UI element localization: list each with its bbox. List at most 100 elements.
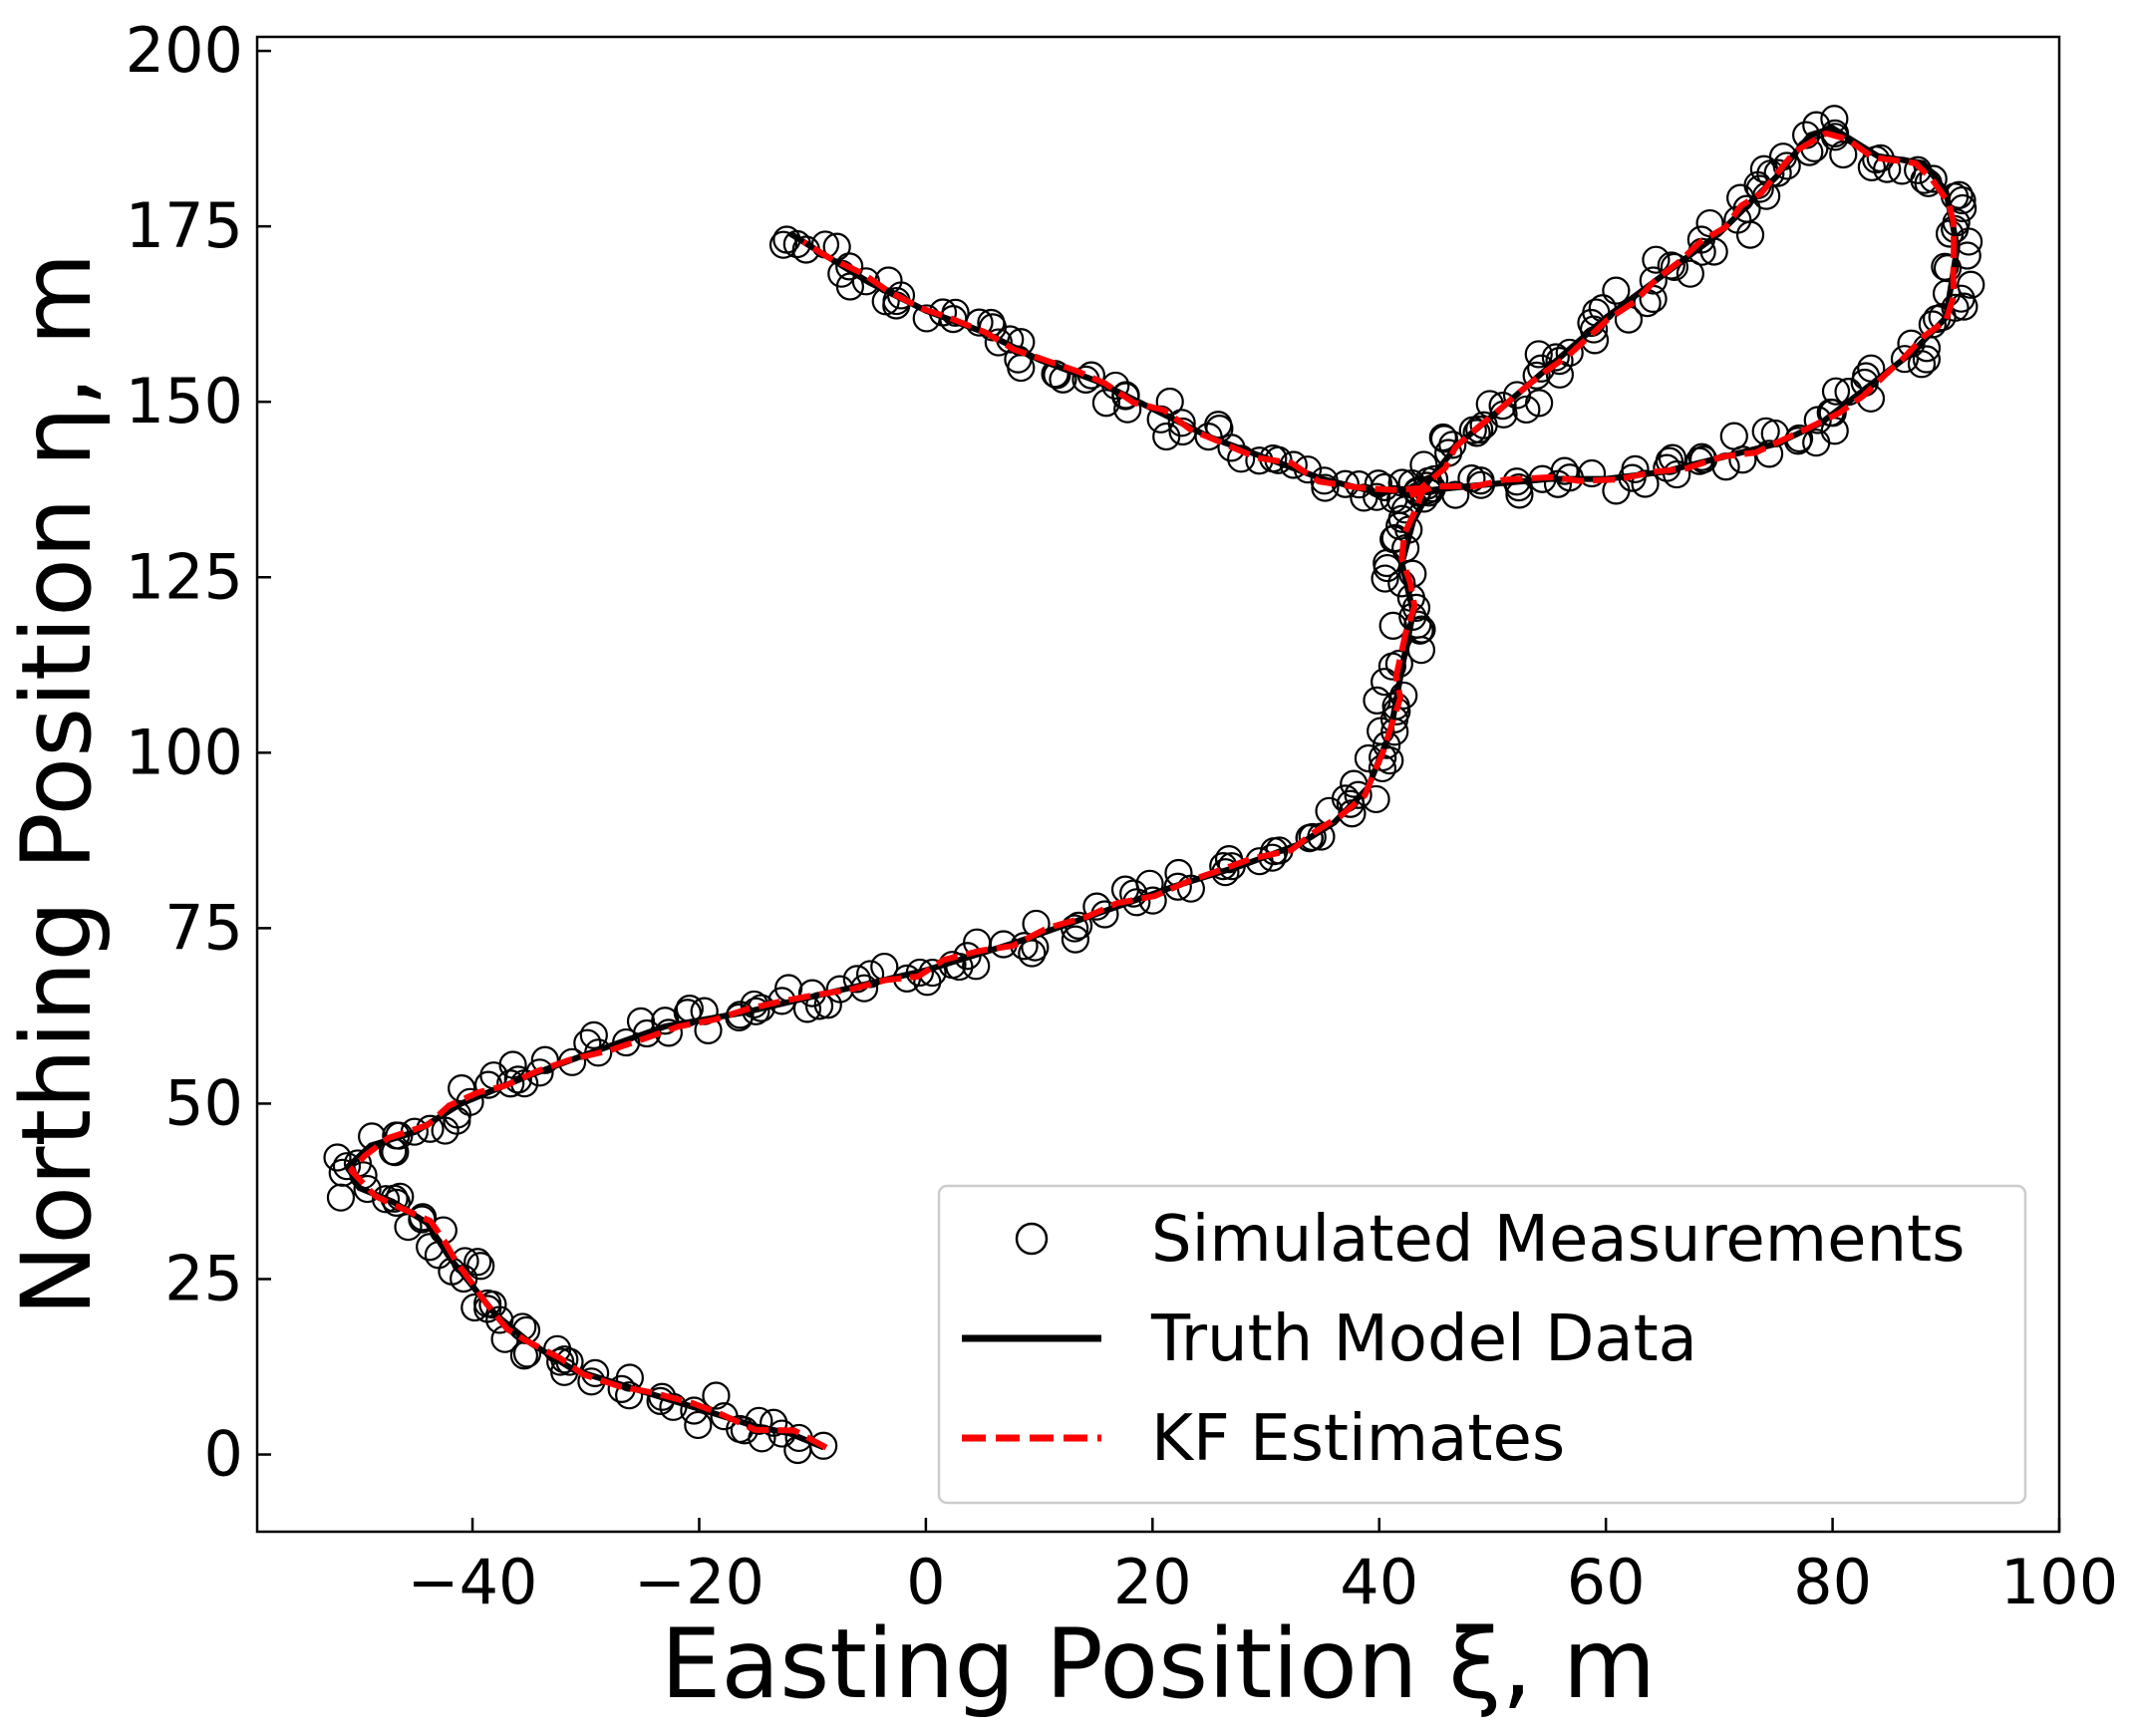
y-tick-label: 200 [126, 14, 243, 87]
measurement-point [371, 1185, 401, 1214]
measurement-point [1403, 610, 1432, 639]
measurement-point [1465, 415, 1494, 444]
x-tick-label: 100 [2000, 1546, 2118, 1618]
measurement-point [1912, 345, 1942, 374]
measurement-point [1676, 259, 1704, 288]
measurement-point [332, 1152, 362, 1181]
measurement-point [1772, 151, 1801, 180]
legend: Simulated Measurements Truth Model Data … [937, 1184, 2027, 1505]
y-tick-label: 125 [126, 540, 243, 613]
measurement-point [530, 1045, 559, 1074]
measurement-point [1829, 140, 1858, 169]
measurement-point [463, 1248, 492, 1277]
measurement-point [1931, 252, 1960, 281]
measurement-point [498, 1050, 527, 1079]
measurement-point [1818, 399, 1847, 428]
measurement-point [1918, 310, 1947, 339]
measurement-point [768, 230, 798, 259]
measurement-point [1941, 293, 1970, 322]
y-tick-label: 75 [164, 891, 243, 964]
measurement-point [1745, 174, 1774, 203]
measurement-point [1462, 419, 1491, 447]
measurement-point [1378, 611, 1407, 640]
measurement-point [1371, 564, 1399, 593]
measurement-point [1602, 276, 1631, 305]
chart-marks [323, 105, 1985, 1465]
measurement-point [615, 1381, 644, 1410]
measurement-point [1061, 925, 1090, 954]
legend-label-truth-model: Truth Model Data [1150, 1302, 1697, 1376]
measurement-point [1350, 483, 1378, 512]
measurement-point [1457, 464, 1486, 493]
measurement-point [473, 1289, 502, 1318]
axis-ticks: −40 −20 0 20 40 60 80 100 0 25 50 75 100 125 150 175 200 [126, 14, 2119, 1618]
measurement-point [1657, 251, 1685, 280]
measurement-point [710, 1402, 739, 1431]
measurement-point [1802, 111, 1831, 140]
x-axis-label: Easting Position ξ, m [661, 1608, 1656, 1720]
y-tick-label: 0 [204, 1418, 243, 1491]
x-tick-label: 0 [906, 1546, 945, 1618]
measurement-point [842, 965, 871, 994]
measurement-point [1890, 345, 1920, 374]
x-tick-label: 80 [1793, 1546, 1872, 1618]
measurement-point [1550, 456, 1579, 485]
measurement-point [1525, 389, 1554, 418]
measurement-point [1763, 158, 1792, 187]
measurement-point [702, 1381, 731, 1410]
legend-label-simulated-measurements: Simulated Measurements [1151, 1203, 1965, 1277]
y-axis-label: Northing Position η, m [1, 252, 113, 1315]
measurement-point [1631, 469, 1660, 498]
measurement-point [1577, 458, 1607, 488]
measurement-point [684, 1410, 713, 1440]
measurement-point [1524, 340, 1553, 369]
measurement-point [835, 252, 864, 281]
x-tick-label: −20 [634, 1546, 764, 1618]
measurement-point [546, 1347, 575, 1376]
measurement-point [1152, 422, 1181, 451]
measurement-point [1389, 681, 1418, 711]
measurement-point [1522, 361, 1551, 390]
measurement-point [1660, 252, 1689, 282]
measurement-point [1919, 164, 1948, 193]
measurement-point [1111, 381, 1140, 410]
measurement-point [1541, 343, 1570, 372]
measurement-point [1295, 824, 1324, 853]
measurement-point [496, 1069, 525, 1098]
measurement-point [1091, 389, 1120, 418]
measurement-point [323, 1143, 352, 1172]
measurement-point [408, 1205, 437, 1234]
measurement-point [579, 1020, 608, 1049]
measurement-point [1579, 315, 1609, 344]
x-tick-label: 60 [1567, 1546, 1646, 1618]
measurement-point [1642, 245, 1671, 274]
measurement-point [1441, 480, 1470, 509]
measurement-point [466, 1252, 495, 1281]
measurement-point [1821, 377, 1851, 406]
measurement-point [1363, 686, 1391, 715]
measurement-point [1488, 392, 1517, 421]
y-tick-label: 100 [126, 716, 243, 788]
measurement-point [1545, 347, 1574, 376]
measurement-point [456, 1087, 484, 1116]
y-tick-label: 150 [126, 365, 243, 437]
measurement-point [1364, 469, 1392, 498]
measurement-point [1933, 254, 1963, 283]
measurement-point [326, 1183, 356, 1212]
legend-label-kf-estimates: KF Estimates [1151, 1402, 1565, 1476]
measurement-point [1018, 939, 1047, 968]
kf-estimates-line [348, 130, 1958, 1451]
y-tick-label: 25 [164, 1242, 243, 1314]
measurement-point [1372, 548, 1401, 578]
x-tick-label: 40 [1340, 1546, 1418, 1618]
measurement-point [1362, 784, 1390, 814]
measurement-point [1719, 422, 1748, 450]
measurement-point [1512, 395, 1541, 425]
legend-box [937, 1184, 2027, 1505]
measurement-point [353, 1174, 382, 1204]
measurement-point [1311, 473, 1340, 502]
measurement-point [984, 328, 1013, 357]
legend-marker-simulated-measurements [1015, 1222, 1049, 1256]
measurement-point [503, 1065, 532, 1094]
